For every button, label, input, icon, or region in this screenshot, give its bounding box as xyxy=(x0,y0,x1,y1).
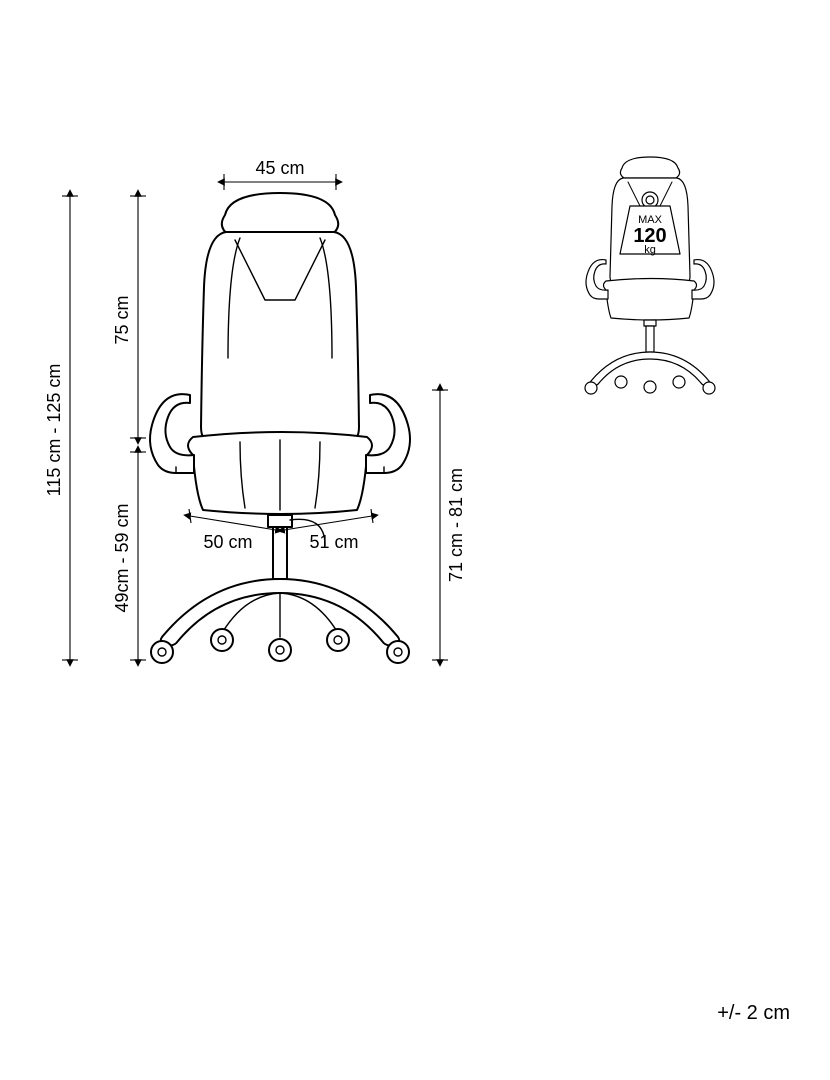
dim-back-height: 75 cm xyxy=(112,196,146,438)
label-seat-height: 49cm - 59 cm xyxy=(112,503,132,612)
dim-armrest-height: 71 cm - 81 cm xyxy=(432,390,466,660)
dim-total-height: 115 cm - 125 cm xyxy=(44,196,78,660)
main-figure: 45 cm 75 cm 49cm - 59 cm 115 cm - 125 cm… xyxy=(30,160,550,860)
chair-outline xyxy=(150,193,410,663)
label-top-width: 45 cm xyxy=(255,160,304,178)
label-max-unit: kg xyxy=(644,244,656,256)
dim-seat-width: 51 cm xyxy=(284,509,373,552)
label-back-height: 75 cm xyxy=(112,295,132,344)
max-load-figure: MAX 120 kg xyxy=(560,150,750,400)
label-total-height: 115 cm - 125 cm xyxy=(44,364,64,497)
dim-top-width: 45 cm xyxy=(224,160,336,190)
label-armrest-height: 71 cm - 81 cm xyxy=(446,468,466,582)
dim-seat-height: 49cm - 59 cm xyxy=(112,452,146,660)
label-seat-depth: 50 cm xyxy=(203,532,252,552)
dimension-diagram: 45 cm 75 cm 49cm - 59 cm 115 cm - 125 cm… xyxy=(0,0,830,1080)
dim-seat-depth: 50 cm xyxy=(189,509,276,552)
label-seat-width: 51 cm xyxy=(309,532,358,552)
tolerance-note: +/- 2 cm xyxy=(717,1002,790,1025)
